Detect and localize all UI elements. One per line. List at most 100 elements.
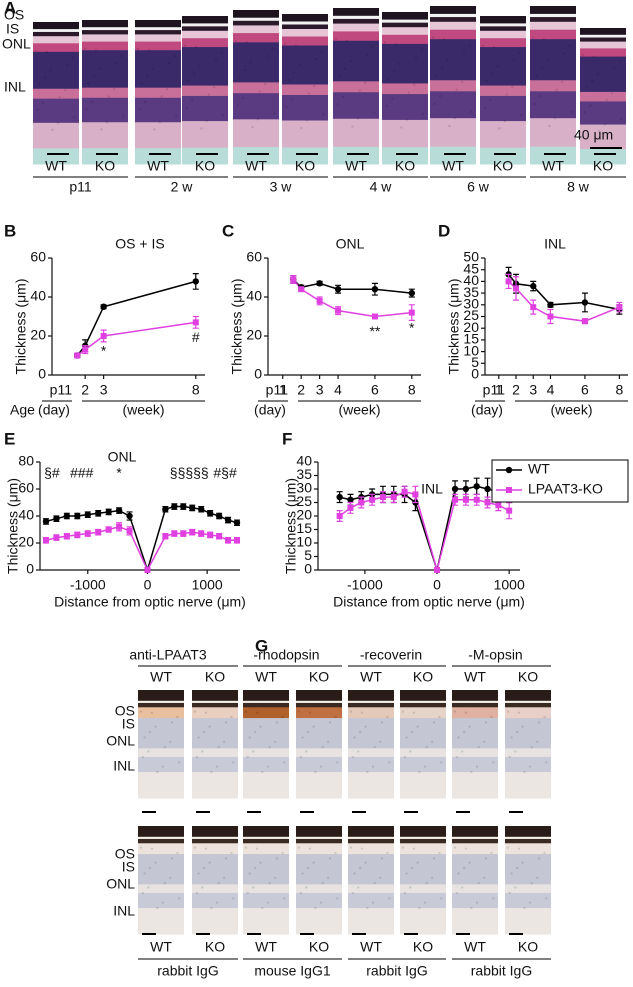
tissue-layer <box>192 700 238 704</box>
tissue-layer <box>505 836 551 840</box>
genotype-label: KO <box>195 158 215 174</box>
genotype-label: KO <box>413 669 433 685</box>
tissue-layer <box>138 700 184 704</box>
genotype-label: WT <box>255 939 277 955</box>
annotation: ** <box>369 323 380 339</box>
data-point <box>197 506 205 513</box>
nucleus-texture <box>166 87 169 91</box>
tissue-layer <box>282 84 328 96</box>
nucleus-texture <box>297 846 301 849</box>
x-tick-label: 2 <box>81 382 89 398</box>
nucleus-texture <box>34 49 38 52</box>
tissue-layer <box>82 27 128 31</box>
nucleus-texture <box>238 76 241 79</box>
tissue-layer <box>282 29 328 37</box>
tissue-layer <box>192 702 238 708</box>
nucleus-texture <box>301 736 304 739</box>
tissue-layer <box>243 690 289 702</box>
tissue-layer <box>135 34 181 43</box>
nucleus-texture <box>83 47 87 50</box>
nucleus-texture <box>244 846 248 849</box>
panel-letter: F <box>282 429 292 448</box>
data-point <box>189 529 196 536</box>
tissue-layer <box>480 95 526 122</box>
nucleus-texture <box>510 736 513 739</box>
tissue-layer <box>243 718 289 749</box>
nucleus-texture <box>483 876 486 880</box>
nucleus-texture <box>365 53 369 56</box>
nucleus-texture <box>364 725 367 728</box>
nucleus-texture <box>484 857 488 860</box>
tissue-layer <box>233 82 279 94</box>
nucleus-texture <box>150 711 154 714</box>
y-tick-label: 30 <box>296 480 312 496</box>
nucleus-texture <box>423 765 427 768</box>
nucleus-texture <box>506 710 510 713</box>
legend-box <box>491 459 629 503</box>
tissue-layer <box>480 85 526 97</box>
nucleus-texture <box>210 906 213 910</box>
tissue-layer <box>282 45 328 85</box>
data-point <box>63 512 71 520</box>
nucleus-texture <box>484 721 488 724</box>
micrograph <box>505 690 551 799</box>
tissue-layer <box>430 17 476 23</box>
nucleus-texture <box>265 55 269 58</box>
nucleus-texture <box>418 770 421 774</box>
nucleus-texture <box>505 93 508 96</box>
tissue-layer <box>296 908 342 935</box>
data-point <box>192 319 199 326</box>
data-point <box>192 278 199 285</box>
panel-letter: G <box>255 636 268 655</box>
nucleus-texture <box>462 730 466 734</box>
data-point <box>484 499 491 506</box>
nucleus-texture <box>385 105 388 108</box>
nucleus-texture <box>528 765 532 768</box>
tissue-layer <box>452 748 498 758</box>
genotype-label: WT <box>345 158 367 174</box>
y-tick-label: 40 <box>18 507 34 523</box>
nucleus-texture <box>405 736 408 739</box>
data-point <box>336 513 343 519</box>
nucleus-texture <box>139 846 143 849</box>
nucleus-texture <box>528 901 532 904</box>
tissue-layer <box>348 702 394 708</box>
tissue-layer <box>33 36 79 44</box>
data-point <box>198 530 205 537</box>
tissue-layer <box>192 690 238 702</box>
nucleus-texture <box>371 45 374 49</box>
nucleus-texture <box>548 124 551 128</box>
tissue-layer <box>505 854 551 885</box>
tissue-layer <box>296 884 342 894</box>
annotation: ### <box>70 465 94 481</box>
y-tick-label: 20 <box>296 507 312 523</box>
nucleus-texture <box>403 891 406 895</box>
data-point <box>347 496 354 503</box>
tissue-layer <box>182 16 228 24</box>
antibody-label: anti-LPAAT3 <box>129 647 207 663</box>
nucleus-texture <box>431 36 435 39</box>
y-tick-label: 45 <box>463 260 479 276</box>
tissue-layer <box>33 98 79 124</box>
tissue-layer <box>333 146 379 165</box>
nucleus-texture <box>589 104 592 107</box>
nucleus-texture <box>236 104 239 107</box>
y-tick-label: 20 <box>246 327 262 343</box>
nucleus-texture <box>320 50 323 53</box>
tissue-layer <box>580 34 626 39</box>
nucleus-texture <box>521 725 524 728</box>
tissue-layer <box>430 118 476 148</box>
nucleus-texture <box>222 113 225 117</box>
tissue-layer <box>243 908 289 935</box>
nucleus-texture <box>383 41 387 44</box>
nucleus-texture <box>58 96 61 99</box>
nucleus-texture <box>258 90 261 93</box>
nucleus-texture <box>433 102 436 106</box>
nucleus-texture <box>321 746 324 749</box>
nucleus-texture <box>349 59 352 63</box>
layer-label: IS <box>6 21 19 37</box>
nucleus-texture <box>161 901 165 904</box>
tissue-layer <box>452 892 498 909</box>
nucleus-texture <box>259 861 262 864</box>
nucleus-texture <box>543 715 546 719</box>
